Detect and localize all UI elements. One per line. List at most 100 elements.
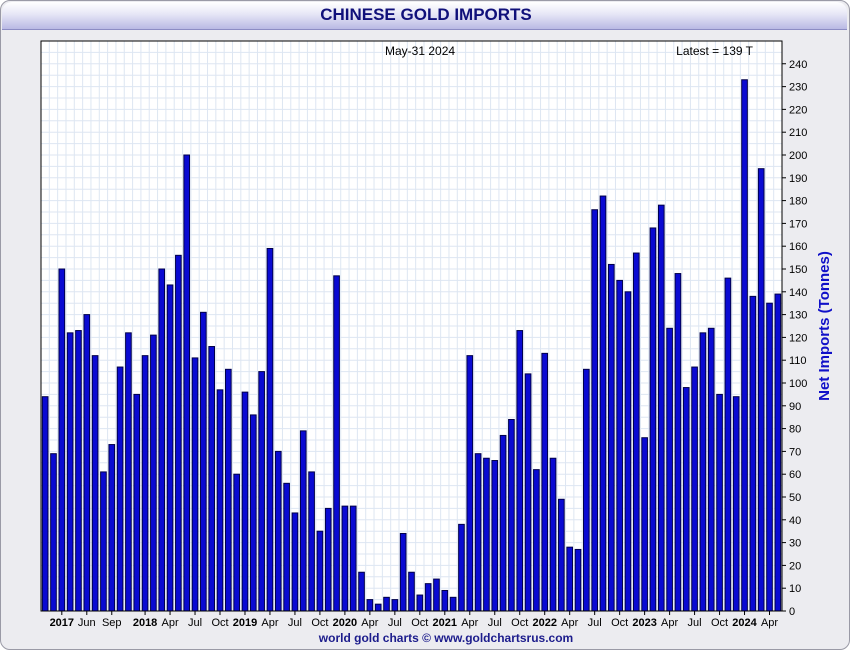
bar xyxy=(274,450,282,612)
bar xyxy=(707,327,715,612)
x-tick-label: 2020 xyxy=(333,617,357,629)
bar xyxy=(766,302,773,612)
bar xyxy=(208,346,216,612)
bar xyxy=(374,603,382,612)
y-tick-label: 60 xyxy=(789,469,801,481)
x-tick-label: 2021 xyxy=(433,617,457,629)
bar xyxy=(50,453,57,612)
bar xyxy=(383,596,390,612)
title-bar xyxy=(2,2,847,30)
bar xyxy=(191,357,199,612)
bar xyxy=(441,589,449,612)
bar xyxy=(183,154,191,612)
bar xyxy=(558,498,565,612)
plot-frame xyxy=(40,40,783,612)
y-tick-label: 210 xyxy=(789,127,807,139)
bar xyxy=(283,482,290,612)
bar xyxy=(333,275,340,612)
x-tick-label: Oct xyxy=(711,617,728,629)
x-tick-label: Jul xyxy=(288,617,302,629)
date-label: May-31 2024 xyxy=(385,44,455,58)
x-tick-label: 2017 xyxy=(50,617,74,629)
bar xyxy=(216,389,224,612)
y-tick-label: 0 xyxy=(789,606,795,618)
bar xyxy=(233,473,240,612)
bar xyxy=(474,453,482,612)
bar xyxy=(616,279,623,612)
bar xyxy=(774,293,782,612)
bar xyxy=(699,332,707,612)
x-tick-label: 2022 xyxy=(532,617,556,629)
x-tick-label: 2023 xyxy=(632,617,656,629)
bar xyxy=(83,314,91,612)
bar xyxy=(566,546,574,612)
bar xyxy=(416,594,424,612)
bar xyxy=(583,368,590,612)
bar xyxy=(674,273,682,612)
x-tick-label: Apr xyxy=(661,617,678,629)
bar xyxy=(225,368,232,612)
bar xyxy=(666,327,673,612)
latest-label: Latest = 139 T xyxy=(676,44,754,58)
bar xyxy=(324,507,332,612)
x-tick-label: Oct xyxy=(411,617,428,629)
x-tick-label: Oct xyxy=(511,617,528,629)
bar xyxy=(391,599,399,612)
bar xyxy=(66,332,74,612)
bar xyxy=(483,457,490,612)
y-tick-label: 190 xyxy=(789,173,807,185)
bar xyxy=(466,355,474,612)
bar xyxy=(41,396,49,612)
y-tick-label: 90 xyxy=(789,401,801,413)
y-tick-label: 10 xyxy=(789,583,801,595)
bar xyxy=(508,418,515,612)
bar xyxy=(266,247,274,612)
bar xyxy=(549,457,557,612)
bar xyxy=(100,471,107,612)
bar xyxy=(716,393,723,612)
bar xyxy=(649,227,657,612)
chart-title: CHINESE GOLD IMPORTS xyxy=(320,5,532,24)
bar xyxy=(341,505,349,612)
bar xyxy=(516,330,524,612)
x-tick-label: Apr xyxy=(561,617,578,629)
bar xyxy=(691,366,698,612)
y-axis: 0 10 20 30 40 50 60 70 80 90 100 110 120 130 140 150 160… xyxy=(782,59,807,618)
x-tick-label: Oct xyxy=(611,617,628,629)
bar xyxy=(200,311,207,612)
x-tick-label: Jul xyxy=(588,617,602,629)
y-tick-label: 160 xyxy=(789,241,807,253)
bar xyxy=(499,434,507,612)
bar xyxy=(424,583,432,612)
bar xyxy=(541,352,549,612)
bar xyxy=(491,460,499,612)
bar xyxy=(599,195,607,612)
bar xyxy=(408,571,415,612)
bar xyxy=(624,291,632,612)
bar xyxy=(175,254,182,612)
bar xyxy=(299,430,307,612)
bar xyxy=(366,599,374,612)
bar xyxy=(75,330,82,612)
bar xyxy=(641,437,648,612)
x-tick-label: Oct xyxy=(211,617,228,629)
bar xyxy=(533,469,540,612)
y-tick-label: 240 xyxy=(789,59,807,71)
bar xyxy=(399,532,407,612)
y-tick-label: 130 xyxy=(789,310,807,322)
bar xyxy=(741,79,748,612)
bar xyxy=(524,373,532,612)
x-tick-label: Jun xyxy=(78,617,96,629)
bar xyxy=(358,571,365,612)
x-tick-label: Apr xyxy=(261,617,278,629)
x-tick-label: Apr xyxy=(461,617,478,629)
bar xyxy=(349,505,357,612)
bar xyxy=(607,263,615,612)
x-tick-label: 2024 xyxy=(732,617,757,629)
y-tick-label: 200 xyxy=(789,150,807,162)
x-tick-label: Apr xyxy=(361,617,378,629)
y-tick-label: 30 xyxy=(789,538,801,550)
footer-credit: world gold charts © www.goldchartsrus.co… xyxy=(318,631,574,645)
x-tick-label: 2018 xyxy=(133,617,157,629)
